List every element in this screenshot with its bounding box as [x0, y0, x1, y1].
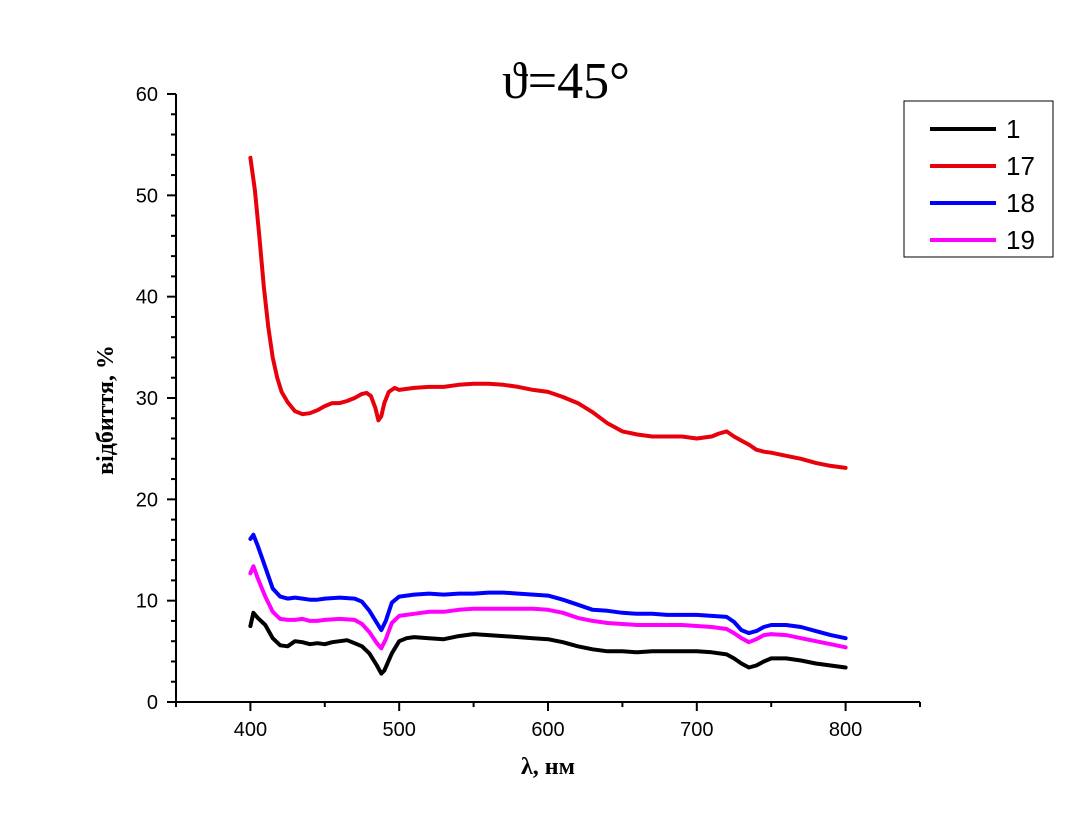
y-tick-label: 50	[136, 185, 158, 207]
x-tick-label: 500	[383, 719, 416, 741]
series-group	[248, 155, 848, 676]
x-axis-title: λ, нм	[521, 754, 575, 780]
y-tick-label: 30	[136, 388, 158, 410]
y-tick-label: 60	[136, 84, 158, 106]
legend-items: 1 17 18 19	[930, 114, 1035, 255]
y-tick-label: 0	[147, 692, 158, 714]
x-tick-label: 800	[829, 719, 862, 741]
y-axis-title: відбиття, %	[93, 345, 119, 475]
legend-label-17: 17	[1006, 151, 1035, 181]
axes: 400 500 600 700 800 0 10 20 30 40 50 60	[136, 84, 921, 741]
series-line-18	[248, 532, 848, 641]
legend: 1 17 18 19	[903, 100, 1054, 258]
series-line-19	[248, 564, 848, 651]
y-tick-label: 20	[136, 489, 158, 511]
x-ticks: 400 500 600 700 800	[175, 702, 921, 741]
legend-label-18: 18	[1006, 188, 1035, 218]
chart-title: ϑ=45°	[502, 53, 630, 110]
series-line-1	[248, 610, 848, 676]
y-ticks: 0 10 20 30 40 50 60	[136, 84, 176, 714]
y-tick-label: 10	[136, 591, 158, 613]
legend-label-1: 1	[1006, 114, 1020, 144]
y-tick-label: 40	[136, 287, 158, 309]
x-tick-label: 400	[234, 719, 267, 741]
series-line-17	[248, 155, 848, 470]
x-tick-label: 600	[531, 719, 564, 741]
legend-label-19: 19	[1006, 225, 1035, 255]
x-tick-label: 700	[680, 719, 713, 741]
